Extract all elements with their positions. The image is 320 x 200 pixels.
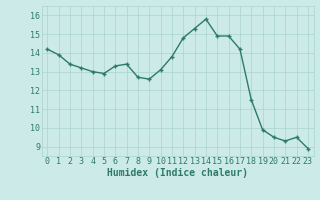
X-axis label: Humidex (Indice chaleur): Humidex (Indice chaleur) [107,168,248,178]
